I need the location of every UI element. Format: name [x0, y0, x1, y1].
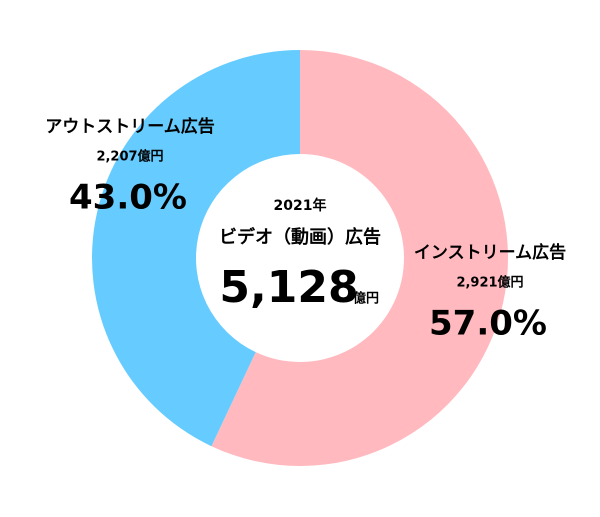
segment-percent: 57.0%: [429, 304, 547, 344]
segment-amount: 2,207億円: [96, 149, 163, 165]
donut-segment: [211, 50, 508, 466]
arcs: [91, 50, 508, 466]
center-title: 2021年: [274, 197, 327, 214]
segment-amount: 2,921億円: [456, 275, 523, 291]
donut-segment: [91, 50, 300, 447]
segment-percent: 43.0%: [69, 178, 187, 218]
center-subtitle: ビデオ（動画）広告: [219, 226, 381, 248]
segment-name: アウトストリーム広告: [45, 116, 215, 137]
center-total: 5,128: [219, 262, 358, 313]
segment-name: インストリーム広告: [414, 242, 566, 263]
center-unit: 億円: [353, 291, 379, 307]
